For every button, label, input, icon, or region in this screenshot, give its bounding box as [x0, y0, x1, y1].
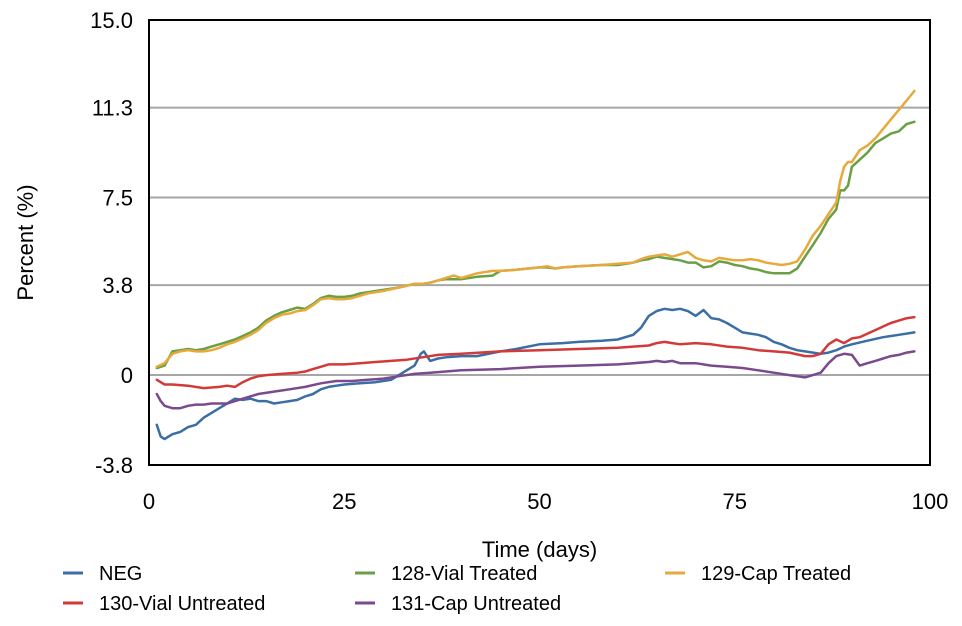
series-line-131-cap-untreated [155, 350, 916, 410]
y-axis-ticks: -3.8 0 3.8 7.5 11.3 15.0 [90, 8, 133, 478]
y-tick-label: 11.3 [92, 96, 133, 121]
series-line-128-vial-treated [155, 120, 916, 370]
series-line-130-vial-untreated [155, 315, 916, 390]
x-axis-title: Time (days) [482, 537, 597, 562]
gridlines [149, 106, 930, 377]
legend-label-129-cap-treated: 129-Cap Treated [701, 563, 851, 585]
legend-label-128-vial-treated: 128-Vial Treated [391, 563, 537, 585]
x-tick-label: 0 [143, 489, 155, 514]
y-axis-title: Percent (%) [13, 184, 38, 300]
series-line-129-cap-treated [155, 89, 916, 369]
y-tick-label: -3.8 [95, 453, 133, 478]
y-tick-label: 3.8 [102, 273, 133, 298]
y-tick-label: 15.0 [90, 8, 133, 33]
y-tick-label: 7.5 [102, 186, 133, 211]
x-tick-label: 25 [332, 489, 356, 514]
legend-label-neg: NEG [99, 563, 142, 585]
x-axis-ticks: 0 25 50 75 100 [143, 489, 948, 514]
x-tick-label: 50 [527, 489, 551, 514]
legend: NEG 128-Vial Treated 129-Cap Treated 130-Vi… [63, 563, 851, 615]
x-tick-label: 100 [912, 489, 949, 514]
y-tick-label: 0 [121, 363, 133, 388]
series-lines [155, 89, 916, 441]
legend-label-130-vial-untreated: 130-Vial Untreated [99, 593, 265, 615]
plot-area-frame [148, 19, 931, 466]
series-line-neg [155, 307, 916, 441]
x-tick-label: 75 [723, 489, 747, 514]
legend-label-131-cap-untreated: 131-Cap Untreated [391, 593, 561, 615]
